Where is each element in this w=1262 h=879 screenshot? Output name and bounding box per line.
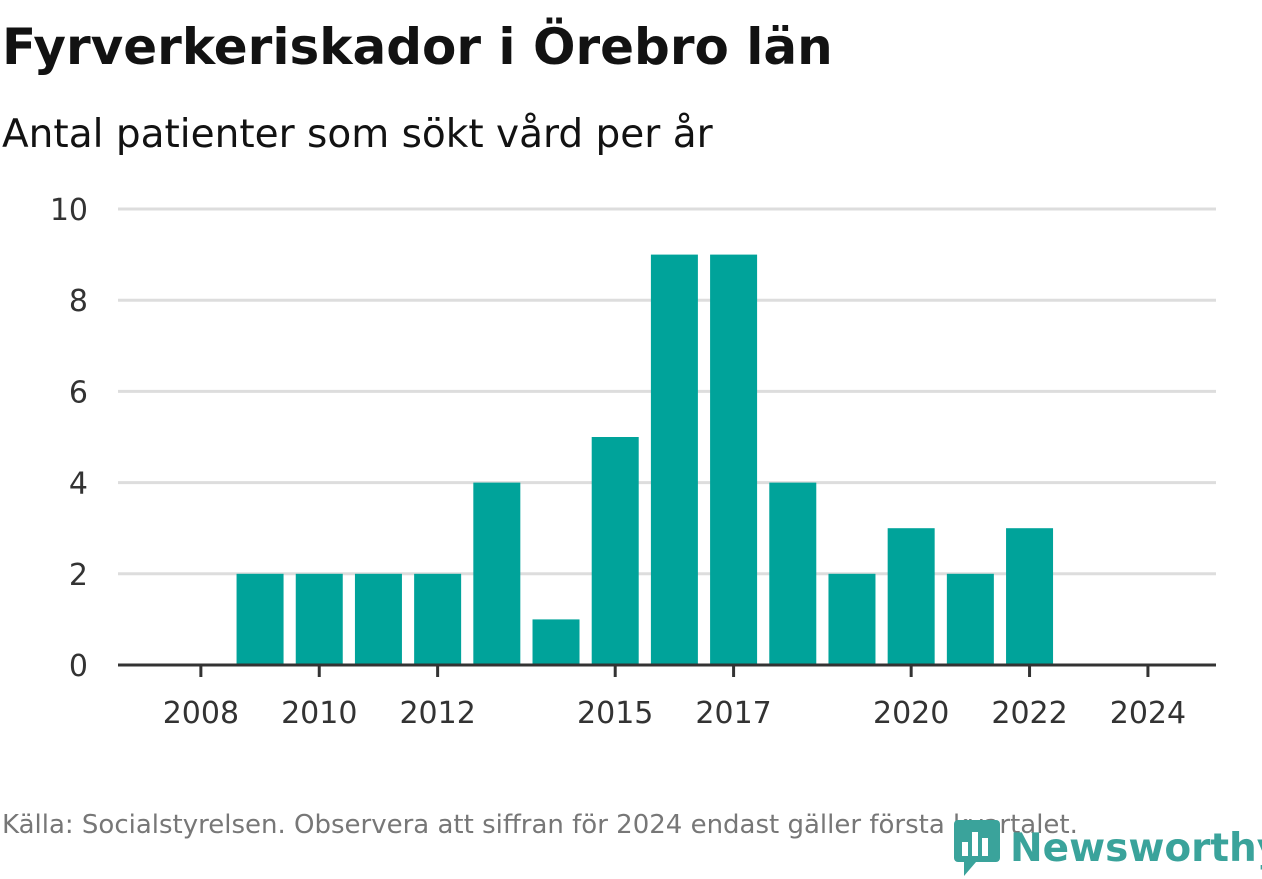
bar-2020 (887, 528, 935, 665)
y-tick-labels: 0 2 4 6 8 10 (50, 193, 88, 684)
y-tick-label: 2 (69, 558, 88, 593)
bar-2016 (650, 254, 698, 665)
bar-2013 (473, 482, 521, 665)
bar-2015 (591, 437, 639, 665)
bar-2012 (414, 573, 462, 665)
bar-2017 (710, 254, 758, 665)
bar-2019 (828, 573, 876, 665)
x-tick-label: 2022 (991, 696, 1067, 731)
bar-2010 (295, 573, 343, 665)
x-tick-label: 2010 (281, 696, 357, 731)
bar-2009 (236, 573, 284, 665)
y-tick-label: 6 (69, 375, 88, 410)
x-tick-labels: 2008 2010 2012 2015 2017 2020 2022 2024 (163, 696, 1186, 731)
chart-subtitle: Antal patienter som sökt vård per år (2, 112, 713, 157)
x-tick-label: 2012 (399, 696, 475, 731)
x-tick-label: 2008 (163, 696, 239, 731)
y-tick-label: 0 (69, 649, 88, 684)
x-tick-label: 2020 (873, 696, 949, 731)
bar-2014 (532, 619, 580, 665)
y-tick-label: 8 (69, 284, 88, 319)
bar-2022 (1006, 528, 1054, 665)
newsworthy-logo: Newsworthy (952, 818, 1262, 878)
x-tick-label: 2017 (695, 696, 771, 731)
chart-title: Fyrverkeriskador i Örebro län (2, 18, 833, 76)
bars (236, 254, 1054, 665)
x-tick-label: 2015 (577, 696, 653, 731)
bar-2018 (769, 482, 817, 665)
bar-chart: 0 2 4 6 8 10 2008 2010 2012 2015 2017 2020 2022 2024 (50, 193, 1216, 731)
bar-2021 (946, 573, 994, 665)
bar-2011 (354, 573, 402, 665)
x-axis (118, 663, 1216, 677)
x-tick-label: 2024 (1110, 696, 1186, 731)
newsworthy-chart-icon (954, 820, 1000, 876)
source-note: Källa: Socialstyrelsen. Observera att si… (2, 810, 1078, 840)
y-tick-label: 4 (69, 467, 88, 502)
logo-text: Newsworthy (1010, 825, 1262, 871)
y-tick-label: 10 (50, 193, 88, 228)
